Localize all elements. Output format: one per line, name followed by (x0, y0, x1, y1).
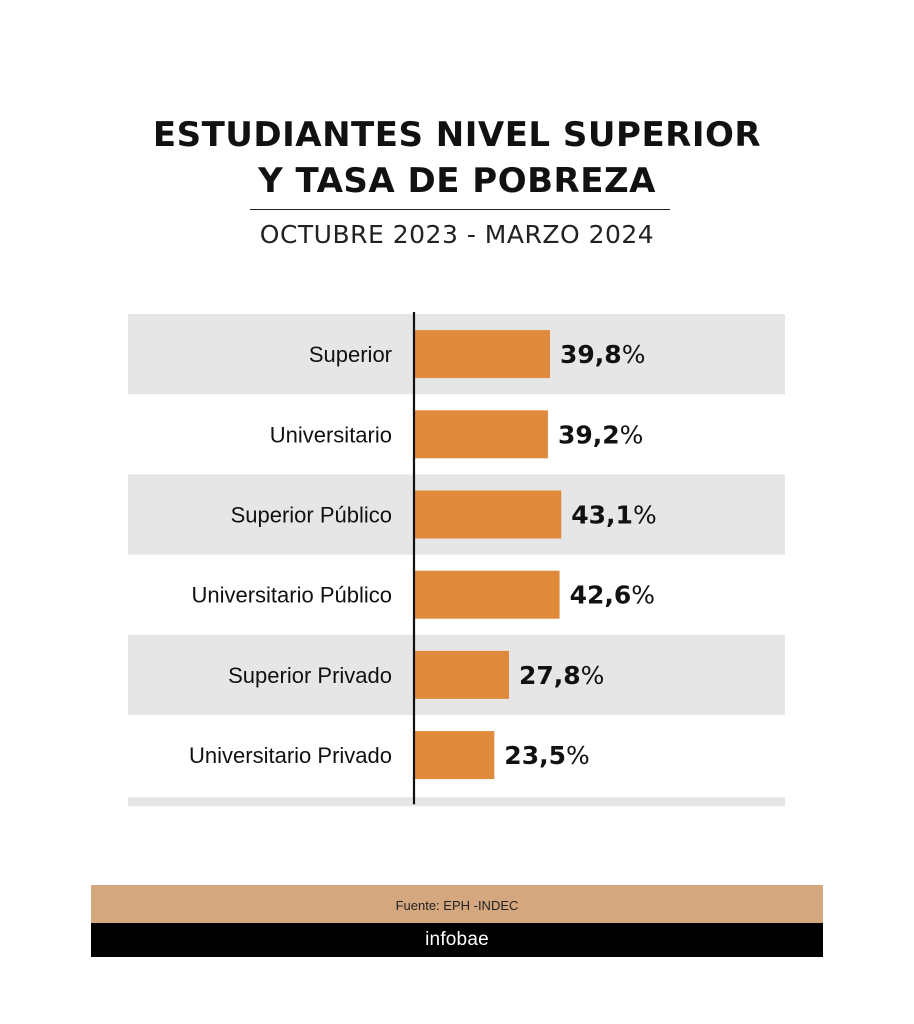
bar (414, 490, 562, 539)
category-label: Superior Público (231, 503, 392, 528)
brand-bar: infobae (91, 923, 823, 957)
data-label: 39,2% (558, 420, 643, 449)
row-band-bottom (128, 797, 785, 807)
chart-title-line-2: Y TASA DE POBREZA (258, 161, 656, 201)
bar (414, 650, 509, 699)
category-label: Universitario (270, 422, 392, 447)
category-label: Superior Privado (228, 663, 392, 688)
chart-title-line-1: ESTUDIANTES NIVEL SUPERIOR (152, 115, 762, 155)
data-label: 39,8% (560, 340, 645, 369)
data-label: 43,1% (571, 501, 656, 530)
bar (414, 410, 548, 459)
source-text: Fuente: EPH -INDEC (395, 898, 519, 913)
chart-subtitle: OCTUBRE 2023 - MARZO 2024 (259, 220, 655, 249)
brand-logo: infobae (425, 929, 489, 950)
data-label: 42,6% (570, 581, 655, 610)
category-label: Universitario Privado (189, 743, 392, 768)
bar (414, 330, 550, 379)
category-label: Universitario Público (191, 583, 392, 608)
chart-title: ESTUDIANTES NIVEL SUPERIOR Y TASA DE POB… (0, 112, 914, 204)
bar (414, 570, 560, 619)
bar (414, 731, 495, 780)
data-label: 23,5% (504, 741, 589, 770)
title-divider (250, 209, 670, 210)
category-label: Superior (309, 342, 392, 367)
source-bar: Fuente: EPH -INDEC (91, 885, 823, 923)
data-label: 27,8% (519, 661, 604, 690)
